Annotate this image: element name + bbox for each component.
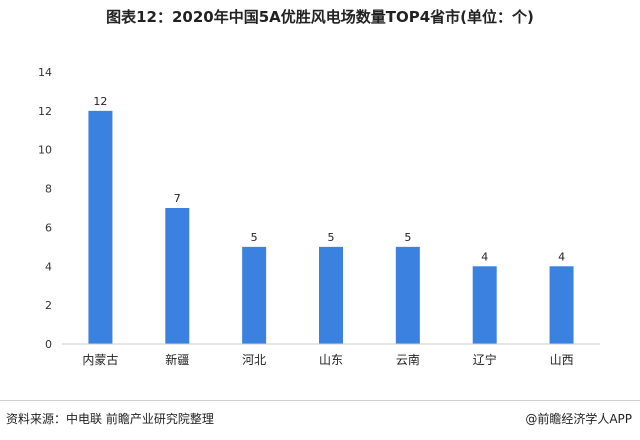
bar <box>472 266 497 344</box>
footer-divider <box>0 400 640 401</box>
bar <box>165 208 190 344</box>
category-label: 内蒙古 <box>82 352 118 367</box>
data-label: 7 <box>174 192 181 205</box>
data-labels: 12 7 5 5 5 4 4 <box>93 95 565 263</box>
data-label: 12 <box>93 95 107 108</box>
bar <box>549 266 574 344</box>
y-tick-label: 8 <box>45 183 52 196</box>
bars <box>88 110 574 344</box>
bar <box>88 110 113 344</box>
y-tick-label: 6 <box>45 221 52 234</box>
y-tick-label: 2 <box>45 299 52 312</box>
chart-title: 图表12：2020年中国5A优胜风电场数量TOP4省市(单位：个) <box>106 8 534 26</box>
y-tick-label: 10 <box>38 144 52 157</box>
credit-note: @前瞻经济学人APP <box>525 412 632 426</box>
category-label: 山西 <box>550 353 574 367</box>
data-label: 5 <box>251 231 258 244</box>
data-label: 4 <box>558 250 565 263</box>
y-tick-label: 14 <box>38 66 52 79</box>
source-note: 资料来源：中电联 前瞻产业研究院整理 <box>6 412 214 426</box>
data-label: 5 <box>404 231 411 244</box>
bar <box>395 246 420 344</box>
y-tick-label: 4 <box>45 260 52 273</box>
category-labels: 内蒙古 新疆 河北 山东 云南 辽宁 山西 <box>82 352 573 367</box>
bar <box>319 246 343 344</box>
bar <box>242 246 267 344</box>
y-tick-label: 0 <box>45 338 52 351</box>
category-label: 云南 <box>396 352 420 367</box>
category-label: 新疆 <box>165 352 189 367</box>
y-tick-label: 12 <box>38 105 52 118</box>
category-label: 山东 <box>319 353 343 367</box>
data-label: 5 <box>328 231 335 244</box>
category-label: 辽宁 <box>473 352 497 367</box>
y-axis-ticks: 0 2 4 6 8 10 12 14 <box>38 66 52 351</box>
category-label: 河北 <box>242 353 266 367</box>
data-label: 4 <box>481 250 488 263</box>
